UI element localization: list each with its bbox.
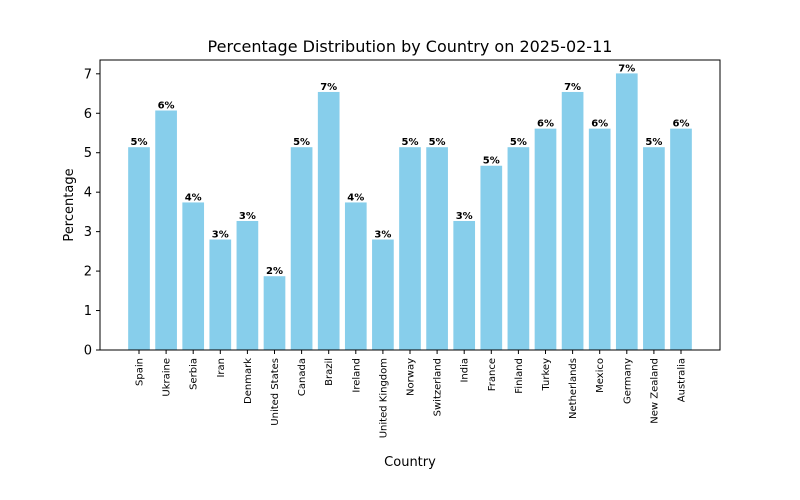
x-tick-label: Denmark <box>243 358 254 404</box>
x-tick-label: New Zealand <box>649 358 660 424</box>
data-labels-group: 5% 6% 4% 3% 3% 2% 5% 7% 4% 3% 5% 5% 3% 5% 5% 6% 7% 6% 7% 5%… <box>131 63 690 277</box>
bar-australia <box>670 128 692 350</box>
bar-switzerland <box>426 147 448 350</box>
x-tick-label: Canada <box>297 358 308 396</box>
x-tick-label: Serbia <box>189 358 200 390</box>
y-tick-label: 2 <box>84 265 92 280</box>
bar-new-zealand <box>643 147 665 350</box>
data-label: 6% <box>158 101 175 112</box>
x-tick-label: United States <box>270 358 281 426</box>
data-label: 6% <box>591 119 608 130</box>
data-label: 5% <box>645 137 662 148</box>
y-tick-label: 0 <box>84 344 92 359</box>
x-tick-label: India <box>460 358 471 383</box>
y-tick-label: 6 <box>84 107 92 122</box>
x-tick-label: Ireland <box>351 358 362 393</box>
data-label: 5% <box>402 137 419 148</box>
x-tick-label: Australia <box>677 358 688 402</box>
data-label: 7% <box>564 82 581 93</box>
bar-finland <box>507 147 530 350</box>
bar-denmark <box>236 220 259 350</box>
data-label: 5% <box>131 137 148 148</box>
bar-turkey <box>534 128 557 350</box>
data-label: 3% <box>374 230 391 241</box>
data-label: 7% <box>320 82 337 93</box>
x-tick-label: Netherlands <box>568 358 579 419</box>
bar-ukraine <box>155 110 177 350</box>
data-label: 6% <box>673 119 690 130</box>
bar-iran <box>209 239 232 350</box>
data-label: 5% <box>510 137 527 148</box>
bar-spain <box>128 147 150 350</box>
y-axis-label: Percentage <box>62 168 77 241</box>
x-tick-label: United Kingdom <box>378 358 389 438</box>
x-tick-label: Ukraine <box>162 358 173 397</box>
y-tick-label: 1 <box>84 304 92 319</box>
data-label: 4% <box>347 192 364 203</box>
bar-france <box>480 165 503 350</box>
y-tick-label: 7 <box>84 67 92 82</box>
data-label: 4% <box>185 192 202 203</box>
data-label: 3% <box>456 211 473 222</box>
data-label: 2% <box>266 266 283 277</box>
x-tick-label: France <box>487 358 498 391</box>
x-tick-label: Brazil <box>324 358 335 386</box>
bar-india <box>453 220 476 350</box>
bar-mexico <box>588 128 611 350</box>
y-axis: 0 1 2 3 4 5 6 7 <box>84 67 100 359</box>
x-tick-label: Norway <box>406 358 417 396</box>
data-label: 3% <box>212 230 229 241</box>
x-axis: Spain Ukraine Serbia Iran Denmark United Stat… <box>135 350 688 438</box>
data-label: 6% <box>537 119 554 130</box>
data-label: 5% <box>293 137 310 148</box>
x-tick-label: Finland <box>514 358 525 394</box>
bar-norway <box>399 147 421 350</box>
x-tick-label: Switzerland <box>433 358 444 416</box>
bar-ireland <box>344 202 367 350</box>
bar-united-kingdom <box>372 239 394 350</box>
data-label: 5% <box>483 156 500 167</box>
x-tick-label: Mexico <box>595 358 606 393</box>
data-label: 7% <box>618 63 635 74</box>
data-label: 5% <box>429 137 446 148</box>
bar-netherlands <box>561 91 584 351</box>
x-tick-label: Iran <box>216 358 227 378</box>
y-tick-label: 5 <box>84 146 92 161</box>
y-tick-label: 4 <box>84 186 92 201</box>
bar-germany <box>615 73 638 350</box>
bar-canada <box>290 147 313 350</box>
plot-frame <box>99 59 721 351</box>
x-axis-label: Country <box>384 455 436 470</box>
bar-serbia <box>182 202 205 350</box>
bar-brazil <box>317 91 340 351</box>
x-tick-label: Spain <box>135 358 146 386</box>
x-tick-label: Germany <box>622 358 633 404</box>
y-tick-label: 3 <box>84 225 92 240</box>
bars-group <box>128 73 692 351</box>
x-tick-label: Turkey <box>541 358 552 392</box>
data-label: 3% <box>239 211 256 222</box>
chart-title: Percentage Distribution by Country on 20… <box>208 37 613 56</box>
bar-united-states <box>263 276 286 350</box>
